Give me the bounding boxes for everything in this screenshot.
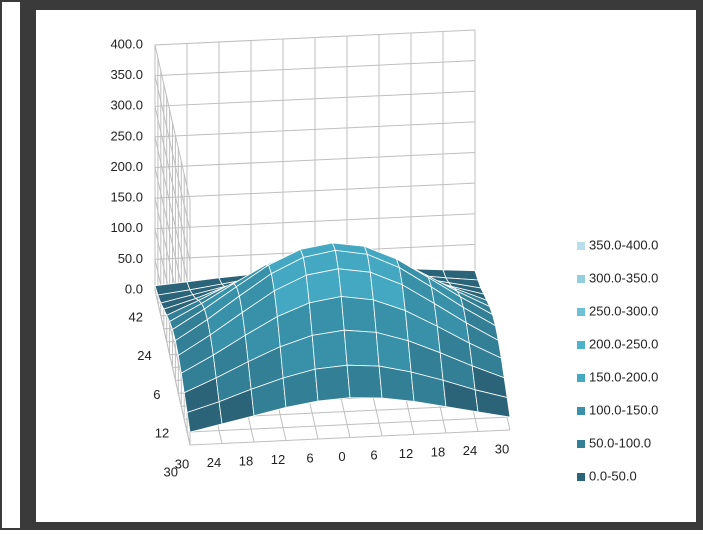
legend-label: 250.0-300.0 [589,303,658,318]
z-tick-label: 50.0 [118,251,143,266]
x-tick-label: 24 [207,455,221,470]
wall-line [183,174,505,420]
depth-tick-label: 12 [155,426,169,441]
surface-cell [308,296,345,336]
z-tick-label: 200.0 [110,159,143,174]
depth-tick-label: 6 [153,387,160,402]
legend-label: 200.0-250.0 [589,336,658,351]
surface-cell [378,365,415,402]
z-tick-label: 300.0 [110,98,143,113]
z-tick-label: 0.0 [125,281,143,296]
legend-label: 100.0-150.0 [589,402,658,417]
surface-cell [314,364,351,402]
x-tick-label: 18 [239,453,253,468]
legend-label: 300.0-350.0 [589,270,658,285]
x-tick-label: 30 [175,456,189,471]
z-tick-label: 100.0 [110,220,143,235]
legend-swatch [577,308,585,316]
legend-label: 350.0-400.0 [589,237,658,252]
legend-swatch [577,275,585,283]
surface-cell [474,389,511,418]
x-tick-label: 24 [463,443,477,458]
legend-swatch [577,242,585,250]
wall-line [186,187,508,433]
surface-cell [346,364,383,399]
legend-label: 150.0-200.0 [589,369,658,384]
surface-cell [340,296,377,333]
z-tick-label: 350.0 [110,67,143,82]
x-tick-label: 12 [271,452,285,467]
legend-swatch [577,440,585,448]
legend-label: 50.0-100.0 [589,435,651,450]
legend-swatch [577,407,585,415]
depth-tick-label: 24 [137,348,151,363]
left-panel [2,2,20,528]
z-tick-label: 250.0 [110,128,143,143]
depth-tick-label: 30 [164,464,178,479]
z-tick-label: 150.0 [110,190,143,205]
legend-swatch [577,341,585,349]
legend-swatch [577,374,585,382]
x-tick-label: 0 [338,449,345,464]
surface-cell [337,268,374,301]
z-tick-label: 400.0 [110,36,143,51]
x-tick-label: 12 [399,446,413,461]
depth-tick-label: 42 [129,309,143,324]
x-tick-label: 18 [431,444,445,459]
legend-label: 0.0-50.0 [589,468,637,483]
x-tick-label: 30 [495,441,509,456]
x-tick-label: 6 [306,450,313,465]
x-tick-label: 6 [370,447,377,462]
surface-cell [311,329,348,370]
legend-swatch [577,473,585,481]
surface-cell [343,329,380,367]
